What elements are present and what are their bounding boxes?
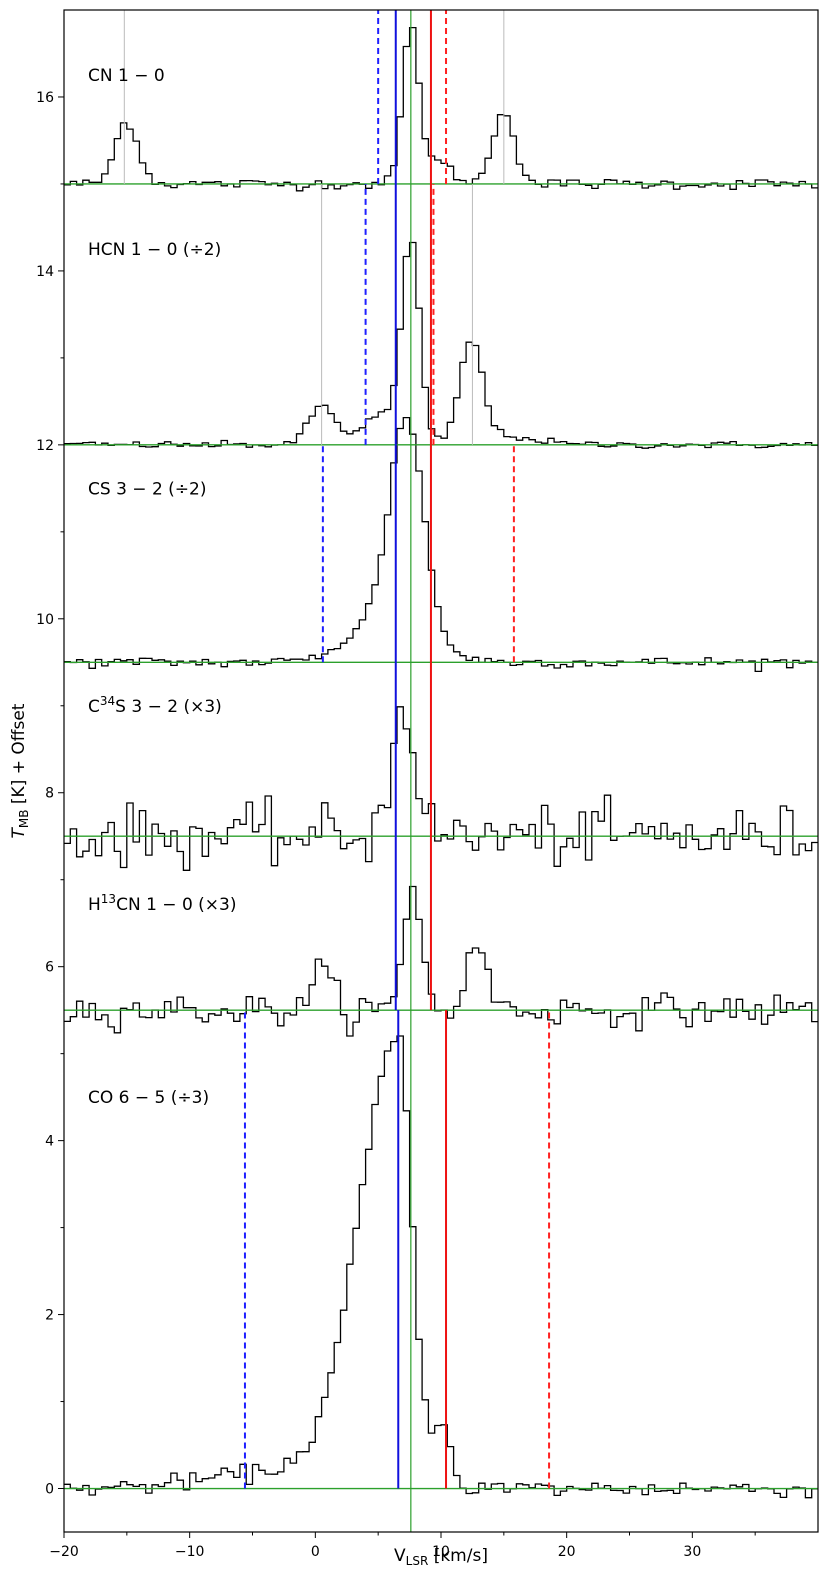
x-tick-label: 20 [558, 1544, 576, 1560]
x-tick-label: −10 [175, 1544, 205, 1560]
x-axis-label: VLSR [km/s] [394, 1546, 488, 1568]
y-tick-label: 12 [36, 438, 54, 454]
series-1-spectrum [64, 241, 818, 449]
series-4-label: H13CN 1 − 0 (×3) [88, 892, 237, 915]
y-tick-label: 10 [36, 612, 54, 628]
series-2-label: CS 3 − 2 (÷2) [88, 479, 207, 499]
y-tick-label: 16 [36, 90, 54, 106]
y-tick-label: 8 [45, 786, 54, 802]
y-tick-label: 14 [36, 264, 54, 280]
x-tick-label: −20 [49, 1544, 79, 1560]
marker-layer [64, 10, 818, 1532]
x-tick-label: 30 [683, 1544, 701, 1560]
series-1-label: HCN 1 − 0 (÷2) [88, 240, 221, 260]
series-2-spectrum [64, 416, 818, 673]
series-5-label: CO 6 − 5 (÷3) [88, 1088, 209, 1108]
plot-frame [63, 9, 819, 1533]
y-tick-label: 0 [45, 1482, 54, 1498]
y-tick-label: 6 [45, 960, 54, 976]
y-tick-label: 4 [45, 1134, 54, 1150]
series-0-label: CN 1 − 0 [88, 66, 165, 86]
y-tick-label: 2 [45, 1308, 54, 1324]
series-3-label: C34S 3 − 2 (×3) [88, 694, 222, 717]
tick-layer: −20 −10 0 10 20 30 0 2 4 6 8 10 12 14 16 [36, 90, 756, 1560]
series-0-spectrum [64, 26, 818, 192]
y-axis-label: TMB [K] + Offset [9, 703, 31, 838]
x-tick-label: 0 [311, 1544, 320, 1560]
series-3-spectrum [64, 706, 818, 871]
x-tick-label: 10 [432, 1544, 450, 1560]
label-layer: CN 1 − 0 HCN 1 − 0 (÷2) CS 3 − 2 (÷2) C34S … [88, 66, 237, 1108]
